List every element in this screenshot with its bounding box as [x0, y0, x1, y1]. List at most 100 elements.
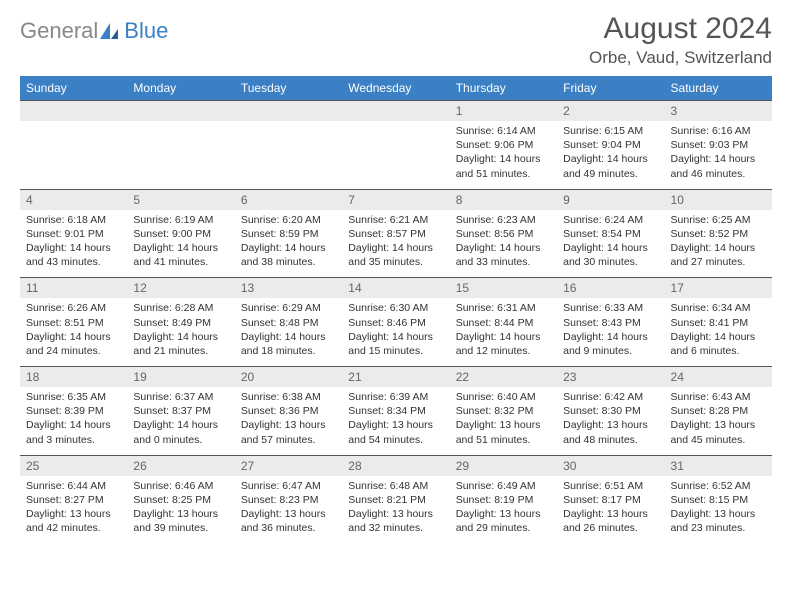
- daylight-line: Daylight: 13 hours and 45 minutes.: [671, 418, 766, 446]
- sunrise-line: Sunrise: 6:14 AM: [456, 124, 551, 138]
- sunrise-line: Sunrise: 6:49 AM: [456, 479, 551, 493]
- sunset-line: Sunset: 8:43 PM: [563, 316, 658, 330]
- calendar-cell: [235, 101, 342, 190]
- sunrise-line: Sunrise: 6:21 AM: [348, 213, 443, 227]
- day-body: Sunrise: 6:44 AMSunset: 8:27 PMDaylight:…: [20, 476, 127, 544]
- sunrise-line: Sunrise: 6:47 AM: [241, 479, 336, 493]
- calendar-cell: 22Sunrise: 6:40 AMSunset: 8:32 PMDayligh…: [450, 367, 557, 456]
- calendar-cell: 31Sunrise: 6:52 AMSunset: 8:15 PMDayligh…: [665, 455, 772, 543]
- dow-header: Tuesday: [235, 76, 342, 101]
- day-number: 3: [665, 101, 772, 121]
- daylight-line: Daylight: 14 hours and 6 minutes.: [671, 330, 766, 358]
- day-number: 22: [450, 367, 557, 387]
- sunrise-line: Sunrise: 6:37 AM: [133, 390, 228, 404]
- daylight-line: Daylight: 14 hours and 33 minutes.: [456, 241, 551, 269]
- calendar-week: 25Sunrise: 6:44 AMSunset: 8:27 PMDayligh…: [20, 455, 772, 543]
- sunset-line: Sunset: 9:01 PM: [26, 227, 121, 241]
- day-body: Sunrise: 6:14 AMSunset: 9:06 PMDaylight:…: [450, 121, 557, 189]
- calendar-cell: 12Sunrise: 6:28 AMSunset: 8:49 PMDayligh…: [127, 278, 234, 367]
- day-number: 28: [342, 456, 449, 476]
- sunset-line: Sunset: 8:36 PM: [241, 404, 336, 418]
- calendar-cell: 5Sunrise: 6:19 AMSunset: 9:00 PMDaylight…: [127, 189, 234, 278]
- calendar-cell: 2Sunrise: 6:15 AMSunset: 9:04 PMDaylight…: [557, 101, 664, 190]
- sunset-line: Sunset: 8:57 PM: [348, 227, 443, 241]
- day-number: 23: [557, 367, 664, 387]
- daylight-line: Daylight: 13 hours and 29 minutes.: [456, 507, 551, 535]
- day-body: Sunrise: 6:49 AMSunset: 8:19 PMDaylight:…: [450, 476, 557, 544]
- calendar-cell: 3Sunrise: 6:16 AMSunset: 9:03 PMDaylight…: [665, 101, 772, 190]
- daylight-line: Daylight: 13 hours and 42 minutes.: [26, 507, 121, 535]
- day-number: 26: [127, 456, 234, 476]
- daylight-line: Daylight: 14 hours and 15 minutes.: [348, 330, 443, 358]
- day-body: Sunrise: 6:51 AMSunset: 8:17 PMDaylight:…: [557, 476, 664, 544]
- calendar-week: 18Sunrise: 6:35 AMSunset: 8:39 PMDayligh…: [20, 367, 772, 456]
- calendar-cell: 27Sunrise: 6:47 AMSunset: 8:23 PMDayligh…: [235, 455, 342, 543]
- calendar-week: 1Sunrise: 6:14 AMSunset: 9:06 PMDaylight…: [20, 101, 772, 190]
- day-number: 18: [20, 367, 127, 387]
- calendar-cell: 24Sunrise: 6:43 AMSunset: 8:28 PMDayligh…: [665, 367, 772, 456]
- day-number: 11: [20, 278, 127, 298]
- sunset-line: Sunset: 8:15 PM: [671, 493, 766, 507]
- sunset-line: Sunset: 8:25 PM: [133, 493, 228, 507]
- sunset-line: Sunset: 9:03 PM: [671, 138, 766, 152]
- day-body: Sunrise: 6:24 AMSunset: 8:54 PMDaylight:…: [557, 210, 664, 278]
- day-body: Sunrise: 6:33 AMSunset: 8:43 PMDaylight:…: [557, 298, 664, 366]
- sunrise-line: Sunrise: 6:19 AM: [133, 213, 228, 227]
- day-body: Sunrise: 6:34 AMSunset: 8:41 PMDaylight:…: [665, 298, 772, 366]
- calendar-cell: 4Sunrise: 6:18 AMSunset: 9:01 PMDaylight…: [20, 189, 127, 278]
- sunrise-line: Sunrise: 6:48 AM: [348, 479, 443, 493]
- calendar-body: 1Sunrise: 6:14 AMSunset: 9:06 PMDaylight…: [20, 101, 772, 544]
- sunset-line: Sunset: 8:59 PM: [241, 227, 336, 241]
- day-body: [235, 121, 342, 167]
- day-body: Sunrise: 6:16 AMSunset: 9:03 PMDaylight:…: [665, 121, 772, 189]
- day-number: [20, 101, 127, 121]
- sunrise-line: Sunrise: 6:44 AM: [26, 479, 121, 493]
- daylight-line: Daylight: 14 hours and 30 minutes.: [563, 241, 658, 269]
- header: General Blue August 2024 Orbe, Vaud, Swi…: [20, 12, 772, 68]
- day-number: 1: [450, 101, 557, 121]
- day-number: 24: [665, 367, 772, 387]
- day-number: 4: [20, 190, 127, 210]
- day-number: 9: [557, 190, 664, 210]
- day-number: 17: [665, 278, 772, 298]
- day-body: Sunrise: 6:40 AMSunset: 8:32 PMDaylight:…: [450, 387, 557, 455]
- day-number: 10: [665, 190, 772, 210]
- dow-header: Friday: [557, 76, 664, 101]
- sunset-line: Sunset: 8:21 PM: [348, 493, 443, 507]
- day-number: 14: [342, 278, 449, 298]
- day-body: Sunrise: 6:29 AMSunset: 8:48 PMDaylight:…: [235, 298, 342, 366]
- daylight-line: Daylight: 14 hours and 9 minutes.: [563, 330, 658, 358]
- calendar-cell: 21Sunrise: 6:39 AMSunset: 8:34 PMDayligh…: [342, 367, 449, 456]
- day-number: [127, 101, 234, 121]
- sunrise-line: Sunrise: 6:43 AM: [671, 390, 766, 404]
- calendar-cell: 11Sunrise: 6:26 AMSunset: 8:51 PMDayligh…: [20, 278, 127, 367]
- day-body: Sunrise: 6:21 AMSunset: 8:57 PMDaylight:…: [342, 210, 449, 278]
- daylight-line: Daylight: 14 hours and 46 minutes.: [671, 152, 766, 180]
- sunset-line: Sunset: 8:34 PM: [348, 404, 443, 418]
- daylight-line: Daylight: 13 hours and 26 minutes.: [563, 507, 658, 535]
- calendar-cell: 30Sunrise: 6:51 AMSunset: 8:17 PMDayligh…: [557, 455, 664, 543]
- day-number: [235, 101, 342, 121]
- day-body: Sunrise: 6:25 AMSunset: 8:52 PMDaylight:…: [665, 210, 772, 278]
- calendar-cell: 16Sunrise: 6:33 AMSunset: 8:43 PMDayligh…: [557, 278, 664, 367]
- day-number: 30: [557, 456, 664, 476]
- sunrise-line: Sunrise: 6:15 AM: [563, 124, 658, 138]
- daylight-line: Daylight: 14 hours and 49 minutes.: [563, 152, 658, 180]
- sunset-line: Sunset: 8:41 PM: [671, 316, 766, 330]
- sunrise-line: Sunrise: 6:23 AM: [456, 213, 551, 227]
- day-number: 27: [235, 456, 342, 476]
- day-number: 25: [20, 456, 127, 476]
- sunset-line: Sunset: 8:54 PM: [563, 227, 658, 241]
- sunrise-line: Sunrise: 6:35 AM: [26, 390, 121, 404]
- day-body: Sunrise: 6:47 AMSunset: 8:23 PMDaylight:…: [235, 476, 342, 544]
- daylight-line: Daylight: 14 hours and 27 minutes.: [671, 241, 766, 269]
- day-number: 29: [450, 456, 557, 476]
- sunset-line: Sunset: 8:37 PM: [133, 404, 228, 418]
- day-body: Sunrise: 6:30 AMSunset: 8:46 PMDaylight:…: [342, 298, 449, 366]
- dow-header: Thursday: [450, 76, 557, 101]
- sunset-line: Sunset: 8:52 PM: [671, 227, 766, 241]
- sunrise-line: Sunrise: 6:26 AM: [26, 301, 121, 315]
- day-body: Sunrise: 6:19 AMSunset: 9:00 PMDaylight:…: [127, 210, 234, 278]
- sunset-line: Sunset: 8:48 PM: [241, 316, 336, 330]
- sunrise-line: Sunrise: 6:42 AM: [563, 390, 658, 404]
